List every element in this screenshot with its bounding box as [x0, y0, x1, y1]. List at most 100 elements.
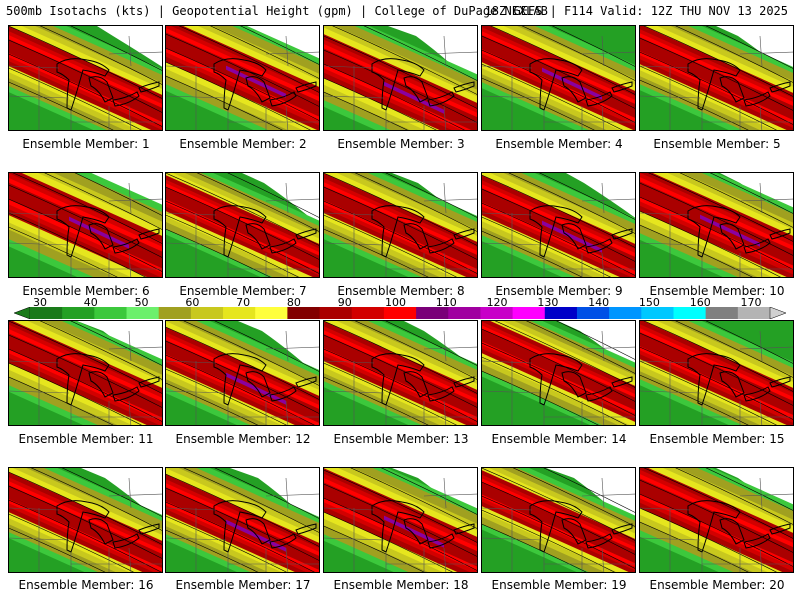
colorbar-swatch [30, 307, 63, 319]
band-core [324, 334, 477, 417]
colorbar-tick-label: 110 [435, 296, 457, 309]
calm-region [234, 26, 319, 86]
calm-region [716, 26, 793, 79]
great-lakes-outline [371, 500, 475, 553]
height-contour [543, 468, 635, 513]
height-contour [640, 79, 749, 130]
height-contour [214, 468, 319, 519]
height-contour [227, 173, 319, 218]
height-contour [166, 47, 319, 121]
calm-region [566, 173, 635, 218]
height-contour [482, 174, 635, 248]
height-contour [705, 26, 793, 69]
height-contour [166, 382, 259, 425]
calm-region [242, 173, 319, 226]
colorbar-swatch [544, 307, 578, 319]
isotach-map [324, 321, 477, 425]
height-contour [166, 326, 319, 400]
height-contour [482, 495, 635, 569]
height-contour [324, 348, 477, 422]
band-core [482, 328, 635, 411]
ensemble-member-label: Ensemble Member: 11 [18, 432, 154, 446]
height-contour [9, 226, 118, 277]
band-core [9, 39, 162, 122]
great-lakes-outline [687, 58, 791, 111]
state-boundaries [324, 330, 477, 425]
great-lakes-outline [687, 353, 791, 406]
ensemble-member-label: Ensemble Member: 8 [337, 284, 465, 298]
ensemble-member-label: Ensemble Member: 20 [649, 578, 785, 592]
height-contour [705, 468, 793, 511]
height-contour [9, 513, 134, 572]
jet-max-core [542, 220, 602, 253]
band-core [482, 481, 635, 564]
ensemble-member-label: Ensemble Member: 17 [175, 578, 311, 592]
height-contour [640, 360, 777, 425]
height-contour [183, 468, 319, 533]
height-contour [166, 214, 299, 277]
colorbar-swatch [480, 307, 514, 319]
height-contour [9, 334, 162, 408]
state-boundaries [9, 182, 162, 277]
height-contour [166, 473, 319, 547]
height-contour [166, 354, 315, 425]
calm-region [546, 468, 635, 532]
isotach-map [9, 468, 162, 572]
height-contour [324, 200, 477, 274]
state-boundaries [640, 477, 793, 572]
ensemble-member-label: Ensemble Member: 9 [495, 284, 623, 298]
state-boundaries [9, 477, 162, 572]
state-boundaries [640, 330, 793, 425]
height-contour [482, 509, 615, 572]
height-contour [679, 173, 793, 228]
ensemble-member-label: Ensemble Member: 3 [337, 137, 465, 151]
great-lakes-outline [687, 500, 791, 553]
height-contour [482, 370, 599, 425]
great-lakes-outline [56, 353, 160, 406]
height-contour [324, 511, 453, 572]
height-contour [166, 200, 319, 274]
great-lakes-outline [371, 58, 475, 111]
ensemble-panel [639, 25, 794, 131]
state-boundaries [324, 182, 477, 277]
jet-max-core [69, 216, 129, 249]
ensemble-member-label: Ensemble Member: 6 [22, 284, 150, 298]
colorbar-swatch [737, 307, 771, 319]
height-contour [482, 202, 635, 276]
ensemble-panel [323, 467, 478, 573]
jet-max-core [384, 515, 444, 548]
ensemble-member-label: Ensemble Member: 15 [649, 432, 785, 446]
height-contour [648, 173, 793, 242]
great-lakes-outline [213, 58, 317, 111]
calm-region [716, 468, 793, 521]
ensemble-member-label: Ensemble Member: 2 [179, 137, 307, 151]
height-contour [209, 26, 319, 79]
height-contour [324, 214, 457, 277]
great-lakes-outline [687, 205, 791, 258]
colorbar-tick-label: 140 [588, 296, 610, 309]
height-contour [39, 321, 162, 380]
state-boundaries [640, 35, 793, 130]
colorbar-swatch [512, 307, 546, 319]
ensemble-member-label: Ensemble Member: 16 [18, 578, 154, 592]
calm-region [720, 173, 793, 222]
isotach-map [640, 26, 793, 130]
ensemble-member-label: Ensemble Member: 1 [22, 137, 150, 151]
isotach-map [324, 468, 477, 572]
ensemble-member-label: Ensemble Member: 13 [333, 432, 469, 446]
height-contour [324, 376, 429, 425]
state-boundaries [166, 477, 319, 572]
colorbar-tick-label: 120 [486, 296, 508, 309]
height-contour [166, 75, 283, 130]
height-contour [324, 63, 465, 130]
state-boundaries [9, 35, 162, 130]
colorbar-high-arrow [769, 307, 786, 319]
jet-max-core [226, 65, 286, 98]
height-contour [196, 173, 319, 232]
height-contour [9, 198, 162, 272]
isotach-map [166, 468, 319, 572]
height-contour [324, 497, 477, 571]
height-contour [324, 91, 408, 130]
calm-region [97, 26, 162, 67]
ensemble-panel [165, 320, 320, 426]
